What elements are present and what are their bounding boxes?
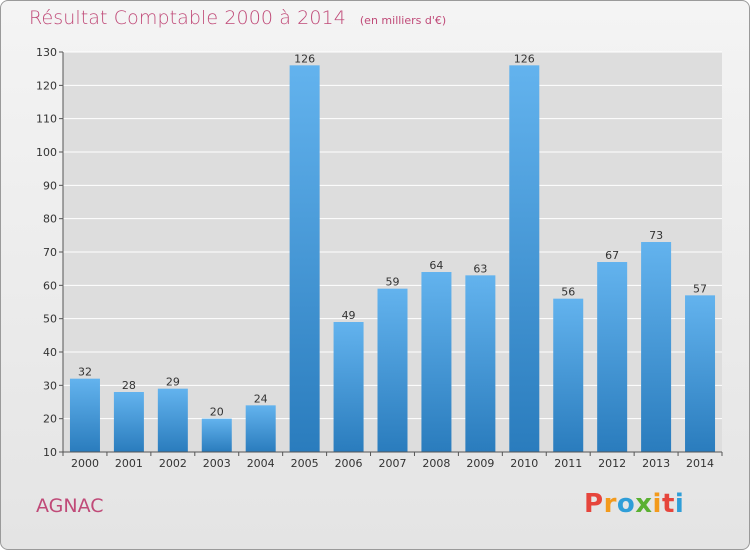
y-tick-label: 90 <box>43 179 57 192</box>
value-label: 59 <box>386 276 400 289</box>
commune-name: AGNAC <box>36 495 104 517</box>
y-tick-label: 40 <box>43 346 57 359</box>
y-tick-label: 10 <box>43 446 57 459</box>
logo-letter: o <box>616 489 636 519</box>
axes <box>59 51 723 456</box>
bar-2003 <box>201 418 232 452</box>
proxiti-logo: Proxiti <box>584 489 684 519</box>
y-tick-label: 80 <box>43 213 57 226</box>
y-tick-label: 30 <box>43 379 57 392</box>
logo-letter: r <box>603 489 617 519</box>
value-label: 67 <box>605 249 619 262</box>
y-tick-label: 110 <box>36 113 57 126</box>
x-tick-label: 2010 <box>510 457 538 470</box>
value-label: 29 <box>166 376 180 389</box>
value-label: 73 <box>649 229 663 242</box>
logo-letter: i <box>674 489 685 519</box>
value-label: 126 <box>294 52 315 65</box>
y-tick-label: 20 <box>43 413 57 426</box>
bar-2010 <box>509 65 540 452</box>
x-tick-label: 2013 <box>642 457 670 470</box>
value-labels: 32 28 29 20 24 126 49 59 64 63 126 56 67 73 57 <box>78 52 707 418</box>
bar-2012 <box>597 262 628 452</box>
x-tick-label: 2006 <box>335 457 363 470</box>
x-tick-label: 2004 <box>247 457 275 470</box>
bar-2005 <box>289 65 320 452</box>
value-label: 49 <box>342 309 356 322</box>
bar-2002 <box>157 388 188 452</box>
bar-2006 <box>333 322 364 452</box>
x-tick-label: 2007 <box>379 457 407 470</box>
y-tick-labels: 10 20 30 40 50 60 70 80 90 100 110 120 130 <box>36 46 57 459</box>
x-tick-label: 2003 <box>203 457 231 470</box>
title-unit-note: (en milliers d'€) <box>359 14 447 27</box>
y-tick-label: 120 <box>36 79 57 92</box>
logo-letter: P <box>584 489 604 519</box>
logo-letter: t <box>661 489 675 519</box>
x-tick-label: 2012 <box>598 457 626 470</box>
x-tick-label: 2005 <box>291 457 319 470</box>
logo-letter: i <box>652 489 662 519</box>
value-label: 24 <box>254 392 268 405</box>
bars <box>69 65 716 452</box>
value-label: 126 <box>514 52 535 65</box>
title-main: Résultat Comptable 2000 à 2014 <box>29 7 346 29</box>
bar-2000 <box>69 378 100 452</box>
y-tick-label: 70 <box>43 246 57 259</box>
x-tick-labels: 2000 2001 2002 2003 2004 2005 2006 2007 2008 2009… <box>71 457 714 470</box>
value-label: 20 <box>210 406 224 419</box>
x-tick-label: 2008 <box>422 457 450 470</box>
y-tick-label: 100 <box>36 146 57 159</box>
bar-2008 <box>421 272 452 452</box>
value-label: 64 <box>429 259 443 272</box>
x-tick-label: 2011 <box>554 457 582 470</box>
bar-2001 <box>113 392 144 452</box>
x-tick-label: 2000 <box>71 457 99 470</box>
x-tick-label: 2002 <box>159 457 187 470</box>
bar-2011 <box>553 298 584 452</box>
x-tick-label: 2014 <box>686 457 714 470</box>
y-tick-label: 60 <box>43 279 57 292</box>
bar-2007 <box>377 288 408 452</box>
chart-title: Résultat Comptable 2000 à 2014 (en millie… <box>29 7 446 29</box>
x-tick-label: 2009 <box>466 457 494 470</box>
logo-letter: x <box>635 489 653 519</box>
y-tick-label: 130 <box>36 46 57 59</box>
bar-2004 <box>245 405 276 452</box>
value-label: 28 <box>122 379 136 392</box>
value-label: 57 <box>693 282 707 295</box>
value-label: 56 <box>561 286 575 299</box>
bar-2009 <box>465 275 496 452</box>
x-tick-label: 2001 <box>115 457 143 470</box>
bar-2014 <box>685 295 716 452</box>
value-label: 63 <box>473 262 487 275</box>
bar-2013 <box>641 242 672 452</box>
value-label: 32 <box>78 366 92 379</box>
y-tick-label: 50 <box>43 313 57 326</box>
